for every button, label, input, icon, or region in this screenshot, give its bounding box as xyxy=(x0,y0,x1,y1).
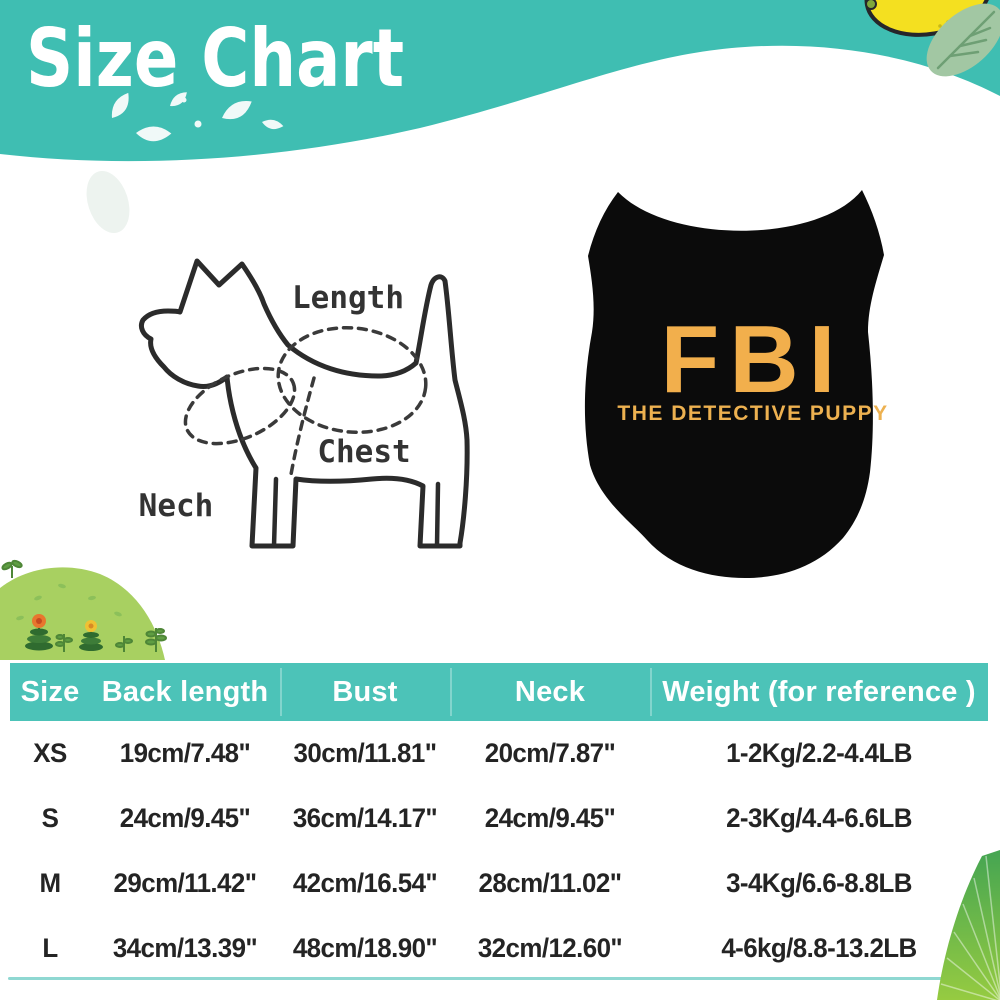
leaf-icon xyxy=(111,92,129,118)
banner-wave xyxy=(0,0,1000,162)
sprig-icon xyxy=(55,634,73,652)
header-cell-bust: Bust xyxy=(332,675,398,708)
leaf-dot xyxy=(194,120,202,128)
page-title: Size Chart xyxy=(26,12,405,105)
header-cell-back-length: Back length xyxy=(101,675,269,708)
neck-label: Nech xyxy=(139,488,214,524)
table-row: L 34cm/13.39" 48cm/18.90" 32cm/12.60" 4-… xyxy=(10,916,988,981)
white-leaf-icons xyxy=(111,92,284,142)
shirt-print-main: FBI xyxy=(661,306,846,413)
banner xyxy=(0,0,1000,162)
leaf-icon xyxy=(262,119,284,130)
dog-shirt-photo: FBI THE DETECTIVE PUPPY xyxy=(584,190,888,578)
dog-outline xyxy=(138,258,470,549)
size-table: Size Back length Bust Neck Weight (for r… xyxy=(10,663,988,981)
leaf-icon xyxy=(222,101,252,120)
cell-bust: 36cm/14.17" xyxy=(292,803,438,833)
flower-plant-icon xyxy=(25,614,53,651)
corner-fan-leaf-icon xyxy=(937,850,1000,1000)
cell-back-length: 19cm/7.48" xyxy=(119,738,251,768)
leaf-dot xyxy=(181,97,187,103)
sprig-icon xyxy=(145,628,167,652)
table-header-row: Size Back length Bust Neck Weight (for r… xyxy=(10,663,988,721)
lemon-leaf-icon xyxy=(926,3,1000,77)
cell-back-length: 29cm/11.42" xyxy=(113,868,257,898)
cell-weight: 3-4Kg/6.6-8.8LB xyxy=(726,868,912,898)
cell-back-length: 34cm/13.39" xyxy=(112,933,258,963)
table-row: S 24cm/9.45" 36cm/14.17" 24cm/9.45" 2-3K… xyxy=(10,786,988,851)
header-cell-neck: Neck xyxy=(514,675,586,708)
leaf-icon xyxy=(170,92,187,107)
header-divider xyxy=(650,668,652,716)
grass-hill xyxy=(0,559,167,660)
dog-leg-lines xyxy=(271,476,441,549)
header-divider xyxy=(450,668,452,716)
hill-leaf-specks xyxy=(16,583,122,621)
neck-measure-ellipse xyxy=(183,366,297,446)
cell-neck: 24cm/9.45" xyxy=(484,803,616,833)
flower-plant-icon xyxy=(79,620,103,651)
sprig-icon xyxy=(115,636,133,652)
cell-neck: 32cm/12.60" xyxy=(477,933,623,963)
cell-neck: 28cm/11.02" xyxy=(478,868,622,898)
cell-bust: 48cm/18.90" xyxy=(292,933,438,963)
header-cell-size: Size xyxy=(20,675,80,708)
header-divider xyxy=(280,668,282,716)
cell-size: S xyxy=(41,803,59,833)
leaf-icon xyxy=(136,126,172,142)
sprout-icon xyxy=(1,559,23,578)
cell-bust: 42cm/16.54" xyxy=(292,868,438,898)
cell-weight: 2-3Kg/4.4-6.6LB xyxy=(726,803,912,833)
cell-size: M xyxy=(39,868,61,898)
cell-bust: 30cm/11.81" xyxy=(293,738,437,768)
header-cell-weight: Weight (for reference ) xyxy=(662,675,976,708)
shirt-print-sub: THE DETECTIVE PUPPY xyxy=(617,402,888,425)
cell-weight: 1-2Kg/2.2-4.4LB xyxy=(726,738,912,768)
length-measure-ellipse xyxy=(276,325,428,435)
chest-measure-line xyxy=(288,376,316,482)
cell-size: L xyxy=(42,933,58,963)
cell-weight: 4-6kg/8.8-13.2LB xyxy=(721,933,917,963)
cell-back-length: 24cm/9.45" xyxy=(119,803,251,833)
table-row: M 29cm/11.42" 42cm/16.54" 28cm/11.02" 3-… xyxy=(10,851,988,916)
chest-label: Chest xyxy=(317,434,410,470)
shirt-shape xyxy=(584,190,884,578)
cell-neck: 20cm/7.87" xyxy=(484,738,616,768)
faint-leaf-icon xyxy=(86,170,130,234)
bottom-divider-line xyxy=(8,977,952,980)
cell-size: XS xyxy=(33,738,67,768)
length-label: Length xyxy=(292,280,404,316)
table-row: XS 19cm/7.48" 30cm/11.81" 20cm/7.87" 1-2… xyxy=(10,721,988,786)
dog-measurement-diagram: Length Chest Nech xyxy=(138,258,470,549)
